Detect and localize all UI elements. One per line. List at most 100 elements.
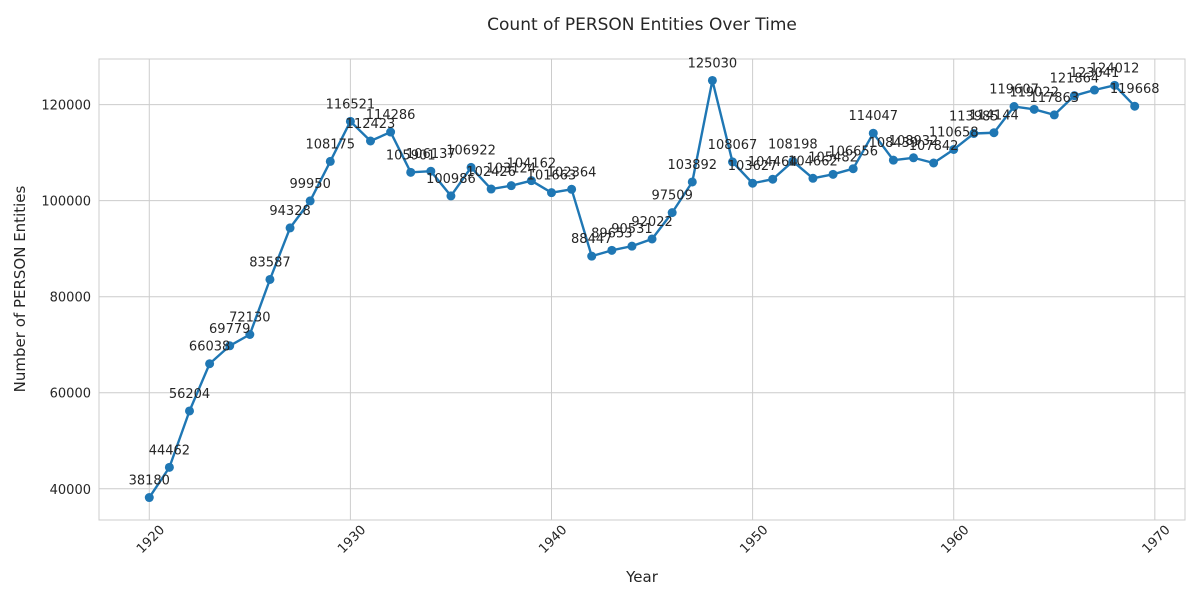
- data-label: 106656: [828, 145, 878, 160]
- data-label: 44462: [149, 443, 190, 458]
- data-point: [285, 223, 295, 233]
- x-tick-label: 1930: [335, 523, 369, 557]
- data-label: 66038: [189, 340, 230, 355]
- data-point: [788, 156, 798, 166]
- data-point: [185, 406, 194, 416]
- data-point: [687, 177, 697, 187]
- data-label: 114144: [969, 109, 1019, 124]
- data-point: [526, 176, 536, 186]
- data-point: [466, 162, 476, 172]
- y-tick-label: 100000: [41, 195, 91, 210]
- data-point: [446, 191, 456, 201]
- data-label: 101663: [527, 169, 577, 184]
- data-label: 104662: [788, 154, 838, 169]
- data-point: [768, 174, 778, 184]
- data-point: [1029, 104, 1039, 114]
- data-point: [164, 462, 174, 472]
- data-label: 105901: [386, 148, 436, 163]
- x-axis-label: Year: [625, 568, 659, 586]
- data-label: 113985: [949, 110, 999, 125]
- data-point: [345, 116, 355, 126]
- data-point: [587, 251, 597, 261]
- data-point: [567, 184, 577, 194]
- data-point: [144, 493, 154, 503]
- data-point: [506, 181, 516, 191]
- chart-title: Count of PERSON Entities Over Time: [487, 15, 797, 35]
- data-label: 121864: [1050, 72, 1100, 87]
- data-label: 38180: [129, 474, 170, 489]
- data-point: [808, 173, 818, 183]
- y-tick-label: 120000: [41, 99, 91, 114]
- plot-frame: [98, 58, 1186, 521]
- data-label: 102426: [466, 165, 516, 180]
- data-point: [748, 178, 758, 188]
- data-point: [366, 136, 375, 146]
- data-point: [225, 341, 235, 351]
- data-point: [245, 329, 255, 339]
- data-label: 110658: [929, 125, 979, 140]
- data-point: [325, 156, 335, 166]
- data-point: [667, 208, 677, 218]
- data-point: [949, 144, 959, 154]
- data-label: 106137: [406, 147, 456, 162]
- y-tick-label: 80000: [50, 291, 91, 306]
- data-point: [909, 153, 918, 163]
- data-label: 104464: [748, 155, 798, 170]
- data-point: [728, 157, 737, 167]
- data-point: [486, 184, 496, 194]
- data-label: 99950: [289, 177, 330, 192]
- data-point: [607, 245, 617, 255]
- data-label: 119022: [1009, 85, 1059, 100]
- data-point: [707, 75, 717, 85]
- data-point: [1090, 85, 1099, 95]
- data-point: [969, 129, 979, 139]
- y-tick-label: 60000: [50, 387, 91, 402]
- data-point: [848, 164, 858, 174]
- data-label: 92022: [631, 215, 672, 230]
- data-label: 88447: [571, 232, 612, 247]
- data-label: 103124: [486, 162, 536, 177]
- data-point: [1049, 110, 1059, 120]
- data-label: 108198: [768, 137, 818, 152]
- data-label: 103892: [667, 158, 717, 173]
- data-label: 106922: [446, 143, 496, 158]
- data-label: 125030: [688, 56, 738, 71]
- data-label: 108175: [305, 137, 355, 152]
- data-label: 123041: [1070, 66, 1120, 81]
- data-label: 89653: [591, 226, 632, 241]
- data-label: 114286: [366, 108, 416, 123]
- data-point: [627, 241, 637, 251]
- data-point: [386, 127, 396, 137]
- data-point: [205, 359, 215, 369]
- series-line-layer: [144, 75, 1140, 503]
- data-label: 112423: [346, 117, 396, 132]
- data-label: 94328: [269, 204, 310, 219]
- data-label: 56204: [169, 387, 210, 402]
- data-label: 100986: [426, 172, 476, 187]
- data-point: [1009, 102, 1019, 112]
- data-point: [1069, 91, 1079, 101]
- data-label: 103627: [728, 159, 778, 174]
- series-line: [148, 79, 1136, 499]
- data-point: [265, 274, 275, 284]
- data-point: [828, 169, 838, 179]
- data-point: [647, 234, 657, 244]
- data-point: [989, 128, 999, 138]
- data-point: [868, 128, 878, 138]
- data-label: 119668: [1110, 82, 1160, 97]
- data-label: 117863: [1029, 91, 1079, 106]
- data-label: 107842: [909, 139, 959, 154]
- data-label: 108067: [708, 138, 758, 153]
- x-tick-label: 1920: [134, 523, 168, 557]
- data-point: [406, 167, 416, 177]
- data-label: 69779: [209, 322, 250, 337]
- data-label: 72130: [229, 310, 270, 325]
- y-tick-label: 40000: [50, 483, 91, 498]
- x-tick-label: 1940: [536, 523, 570, 557]
- data-point: [929, 158, 939, 168]
- data-point: [1130, 101, 1140, 111]
- data-point: [426, 166, 436, 176]
